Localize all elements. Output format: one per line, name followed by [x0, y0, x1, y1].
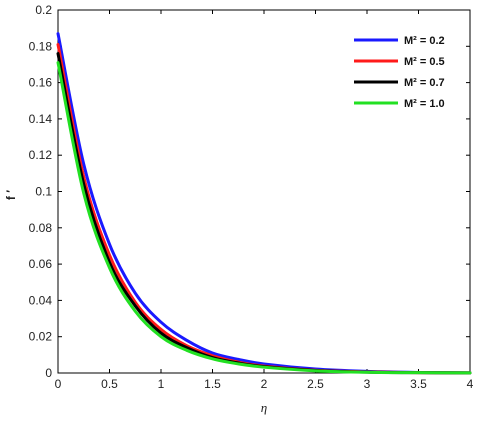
series-lines: [56, 32, 472, 375]
x-tick-label: 0: [55, 377, 62, 391]
y-axis-label: f ′: [4, 190, 18, 200]
y-tick-label: 0.18: [29, 39, 53, 53]
x-tick-label: 1: [158, 377, 165, 391]
legend-label-2: M² = 0.5: [404, 56, 445, 68]
x-tick-label: 2.5: [307, 377, 324, 391]
x-tick-label: 2: [261, 377, 268, 391]
y-axis-ticks: 0 0.02 0.04 0.06 0.08 0.1 0.12 0.14 0.16 0.18 0.2: [29, 3, 470, 380]
legend-label-1: M² = 0.2: [404, 35, 445, 47]
legend-box: [348, 28, 456, 120]
x-tick-label: 1.5: [204, 377, 221, 391]
x-tick-label: 3.5: [410, 377, 427, 391]
x-tick-label: 4: [467, 377, 474, 391]
legend-label-4: M² = 1.0: [404, 98, 445, 110]
x-axis-ticks: 0 0.5 1 1.5 2 2.5 3 3.5 4: [55, 10, 474, 391]
series-line-4: [56, 61, 472, 375]
y-tick-label: 0.14: [29, 112, 53, 126]
y-tick-label: 0: [45, 366, 52, 380]
y-tick-label: 0.12: [29, 148, 53, 162]
x-tick-label: 0.5: [101, 377, 118, 391]
y-tick-label: 0.1: [35, 185, 52, 199]
x-axis-label: η: [261, 400, 267, 415]
y-tick-label: 0.04: [29, 293, 53, 307]
x-tick-label: 3: [364, 377, 371, 391]
y-tick-label: 0.02: [29, 330, 53, 344]
legend: M² = 0.2 M² = 0.5 M² = 0.7 M² = 1.0: [348, 28, 456, 120]
y-tick-label: 0.16: [29, 76, 53, 90]
legend-label-3: M² = 0.7: [404, 77, 445, 89]
y-tick-label: 0.2: [35, 3, 52, 17]
y-tick-label: 0.06: [29, 257, 53, 271]
y-tick-label: 0.08: [29, 221, 53, 235]
